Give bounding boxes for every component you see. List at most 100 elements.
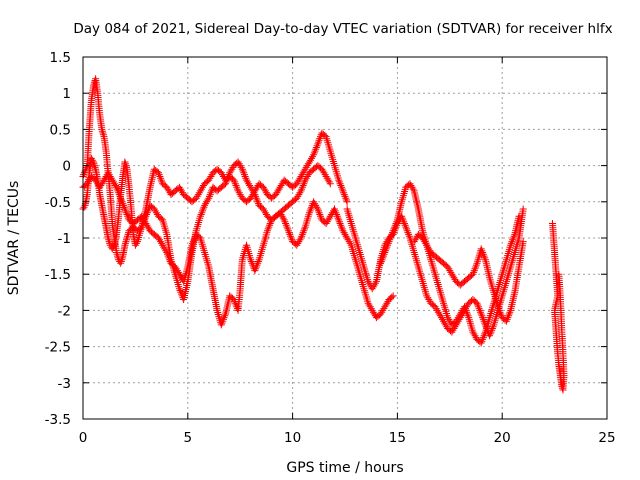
data-point: [334, 214, 342, 222]
data-point: [480, 332, 488, 340]
data-point: [157, 176, 165, 184]
data-point: [196, 212, 204, 220]
data-point: [265, 223, 273, 231]
data-point: [252, 185, 260, 193]
data-point: [305, 158, 313, 166]
data-point: [431, 303, 439, 311]
data-point: [381, 249, 389, 256]
data-point: [157, 174, 165, 182]
data-point: [345, 238, 353, 246]
data-point: [260, 207, 268, 215]
data-point: [333, 211, 341, 218]
data-point: [199, 205, 207, 213]
data-point: [365, 301, 373, 309]
data-point: [310, 151, 318, 159]
data-point: [461, 303, 468, 311]
data-point: [176, 287, 184, 294]
y-tick-label: 1.5: [50, 50, 71, 66]
data-point: [84, 178, 92, 186]
data-point: [474, 303, 482, 311]
data-point: [251, 187, 259, 195]
data-point: [251, 267, 259, 275]
data-point: [120, 201, 127, 209]
data-point: [380, 305, 388, 313]
data-point: [335, 216, 343, 224]
data-point: [155, 169, 162, 177]
y-tick-label: -1.5: [45, 267, 71, 283]
data-point: [177, 288, 185, 296]
data-point: [380, 250, 388, 258]
data-point: [305, 209, 313, 217]
data-point: [384, 239, 392, 247]
data-point: [450, 325, 458, 332]
data-point: [206, 174, 214, 182]
data-point: [377, 259, 385, 267]
data-point: [206, 191, 214, 199]
data-point: [312, 201, 320, 209]
data-point: [322, 173, 330, 180]
data-point: [295, 238, 303, 246]
data-point: [555, 270, 563, 278]
data-point: [388, 230, 396, 238]
data-point: [165, 254, 173, 262]
data-point: [164, 250, 171, 258]
data-point: [370, 281, 378, 289]
data-point: [453, 315, 461, 323]
data-point: [122, 209, 130, 217]
data-point: [343, 234, 351, 242]
data-point: [158, 239, 166, 247]
data-point: [420, 236, 428, 244]
data-point: [189, 238, 197, 246]
data-point: [189, 239, 197, 247]
data-point: [284, 227, 292, 235]
data-point: [336, 220, 344, 227]
data-point: [310, 149, 318, 157]
data-point: [131, 241, 139, 249]
data-point: [386, 236, 394, 244]
data-point: [173, 267, 181, 275]
data-point: [384, 241, 392, 249]
data-point: [433, 306, 441, 314]
data-point: [122, 207, 130, 215]
data-point: [236, 162, 244, 170]
data-point: [379, 252, 387, 260]
x-tick-label: 20: [494, 430, 511, 446]
data-point: [461, 305, 469, 313]
data-point: [278, 212, 286, 220]
data-point: [115, 189, 123, 197]
data-point: [407, 182, 415, 189]
data-point: [222, 178, 230, 186]
data-point: [177, 272, 184, 280]
data-point: [326, 180, 334, 188]
data-points: [79, 75, 568, 394]
data-point: [294, 178, 302, 186]
y-tick-labels: 1.5 1 0.5 0 -0.5 -1 -1.5 -2 -2.5 -3 -3.5: [45, 50, 71, 428]
data-point: [203, 198, 211, 206]
data-point: [298, 185, 306, 193]
data-point: [237, 163, 245, 171]
data-point: [276, 209, 284, 217]
data-point: [232, 182, 240, 189]
data-point: [312, 144, 320, 151]
data-point: [174, 268, 182, 276]
data-point: [299, 182, 307, 189]
data-point: [340, 229, 348, 237]
data-point: [113, 183, 120, 191]
data-point: [104, 169, 112, 177]
data-point: [447, 268, 455, 276]
data-point: [279, 214, 287, 222]
data-point: [304, 160, 312, 168]
data-point: [228, 165, 236, 173]
data-point: [442, 321, 450, 329]
data-point: [311, 200, 319, 208]
data-point: [479, 249, 487, 256]
data-point: [477, 245, 485, 253]
data-point: [231, 299, 239, 307]
data-point: [298, 183, 306, 191]
data-point: [87, 154, 95, 162]
data-point: [249, 191, 257, 199]
data-point: [117, 194, 125, 202]
data-point: [163, 249, 171, 256]
data-point: [254, 259, 262, 267]
data-point: [299, 169, 307, 177]
